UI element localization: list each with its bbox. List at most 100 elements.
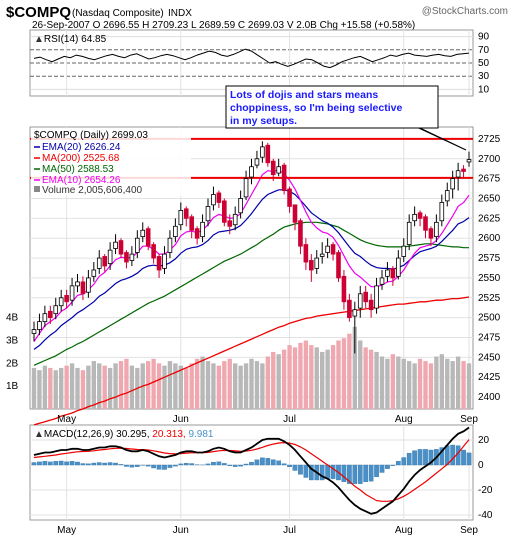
volume-bar (108, 368, 112, 409)
candle-body (266, 145, 270, 162)
volume-bar (407, 361, 411, 409)
macd-histogram-bar (81, 464, 85, 466)
macd-histogram-bar (385, 465, 389, 469)
volume-bar (222, 361, 226, 409)
volume-bar (54, 370, 58, 409)
candle-body (38, 322, 42, 330)
macd-histogram-bar (37, 462, 41, 465)
candle-body (108, 250, 112, 264)
macd-histogram-bar (130, 465, 134, 467)
candle-body (282, 165, 286, 190)
candle-body (375, 286, 379, 308)
volume-bar (347, 334, 351, 409)
macd-histogram-bar (92, 463, 96, 465)
volume-bar (32, 368, 36, 409)
macd-histogram-bar (358, 465, 362, 484)
macd-histogram-bar (461, 450, 465, 465)
volume-bar (75, 368, 79, 409)
month-label-lower: May (57, 525, 76, 536)
candle-body (299, 221, 303, 246)
volume-bar (130, 366, 134, 409)
macd-label: ▲MACD(12,26,9) 30.295, 20.313, 9.981 (34, 429, 214, 440)
macd-histogram-bar (70, 461, 74, 465)
volume-bar (48, 368, 52, 409)
volume-bar (402, 359, 406, 409)
volume-bar (380, 357, 384, 410)
candle-body (260, 147, 264, 157)
macd-histogram-bar (173, 465, 177, 466)
volume-bar (434, 357, 438, 410)
price-tick-label: 2650 (478, 193, 501, 204)
macd-histogram-bar (374, 465, 378, 477)
volume-bar (418, 359, 422, 409)
macd-histogram-bar (342, 465, 346, 482)
candle-body (347, 300, 351, 317)
legend-ma200: MA(200) 2525.68 (42, 153, 120, 164)
price-tick-label: 2525 (478, 293, 501, 304)
macd-tick-label: 20 (478, 435, 490, 446)
candle-body (135, 238, 139, 252)
macd-tick-label: -40 (478, 510, 493, 521)
candle-body (222, 201, 226, 222)
rsi-tick-label: 90 (478, 32, 490, 43)
month-label-lower: Sep (460, 525, 478, 536)
chart-exchange: INDX (168, 8, 192, 19)
macd-histogram-bar (64, 462, 68, 465)
candle-body (244, 179, 248, 197)
candle-body (451, 179, 455, 189)
candle-body (239, 198, 243, 212)
macd-histogram-bar (396, 461, 400, 465)
macd-histogram-bar (451, 445, 455, 465)
volume-bar (173, 363, 177, 409)
legend-ema20: EMA(20) 2626.24 (42, 142, 121, 153)
rsi-label: ▲RSI(14) 64.85 (34, 34, 107, 45)
price-tick-label: 2700 (478, 154, 501, 165)
month-label-lower: Aug (395, 525, 413, 536)
candle-body (429, 229, 433, 239)
volume-bar (184, 368, 188, 409)
macd-tick-label: -20 (478, 485, 493, 496)
candle-body (309, 260, 313, 270)
candle-body (201, 222, 205, 236)
macd-histogram-bar (282, 464, 286, 465)
macd-histogram-bar (380, 465, 384, 473)
rsi-tick-label: 10 (478, 84, 490, 95)
candle-body (146, 229, 150, 246)
candle-body (43, 314, 47, 322)
volume-bar (315, 347, 319, 409)
volume-bar (282, 350, 286, 409)
macd-histogram-bar (146, 465, 150, 466)
macd-histogram-bar (423, 449, 427, 465)
volume-bar (467, 363, 471, 409)
macd-histogram-bar (103, 463, 107, 465)
candle-body (76, 282, 80, 286)
watermark: @StockCharts.com (422, 6, 508, 17)
candle-body (271, 161, 275, 175)
macd-histogram-bar (179, 464, 183, 465)
volume-bar (451, 361, 455, 409)
candle-body (364, 292, 368, 302)
candle-body (424, 217, 428, 231)
macd-histogram-bar (271, 460, 275, 465)
candle-body (391, 268, 395, 278)
candle-body (65, 295, 69, 301)
volume-bar (336, 341, 340, 409)
candle-body (152, 245, 156, 259)
volume-bar (206, 361, 210, 409)
candle-body (217, 193, 221, 203)
candle-body (353, 310, 357, 316)
volume-bar (59, 368, 63, 409)
macd-histogram-bar (206, 464, 210, 465)
volume-bar (162, 366, 166, 409)
candle-body (70, 286, 74, 300)
volume-bar (103, 366, 107, 409)
candle-body (277, 167, 281, 173)
macd-histogram-bar (298, 465, 302, 474)
volume-bar (238, 366, 242, 409)
volume-tick-label: 3B (6, 336, 19, 347)
macd-histogram-bar (277, 461, 281, 465)
volume-bar (374, 352, 378, 409)
quote-line: 26-Sep-2007 O 2696.55 H 2709.23 L 2689.5… (32, 20, 415, 31)
volume-bar (331, 345, 335, 409)
